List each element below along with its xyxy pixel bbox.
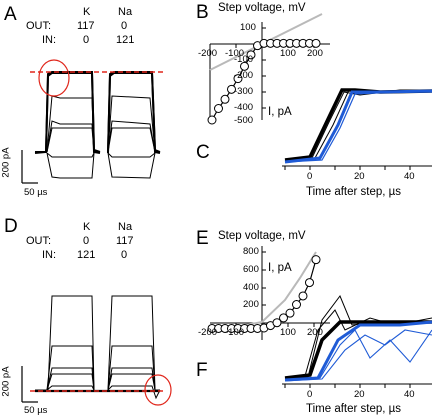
- chart-e-xtick: -100: [225, 327, 245, 338]
- iv-data-point: [279, 313, 288, 323]
- panel-c-axes: [282, 165, 432, 170]
- iv-data-point: [311, 38, 321, 48]
- scale-current-label-bottom: 200 pA: [0, 366, 12, 397]
- iv-data-point: [272, 318, 282, 328]
- col-header-k: K: [83, 221, 91, 233]
- chart-b-ytick: -200: [234, 70, 254, 81]
- chart-e-ytick: 600: [243, 264, 259, 275]
- scale-time-label-bottom: 50 µs: [24, 405, 48, 416]
- panel-e-data-series: [207, 255, 321, 333]
- chart-b-xtick: 200: [307, 48, 323, 59]
- scale-time-label-top: 50 µs: [24, 187, 48, 198]
- col-header-na: Na: [118, 221, 133, 233]
- row-label-in: IN:: [42, 249, 57, 261]
- chart-b-xtick: -200: [198, 48, 218, 59]
- panel-b-data-series: [207, 38, 321, 125]
- iv-data-point: [246, 50, 256, 60]
- chart-b-xtick: 100: [280, 48, 296, 59]
- scale-current-label-top: 200 pA: [0, 147, 12, 178]
- chart-c-xtick: 40: [404, 171, 415, 182]
- chart-e-xtick: 200: [307, 327, 323, 338]
- panel-f-traces: [284, 294, 432, 382]
- panel-label-b: B: [196, 2, 209, 23]
- chart-f-xtick: 20: [354, 389, 365, 400]
- chart-f-xtick: 40: [404, 389, 415, 400]
- out-na-value: 117: [116, 235, 134, 247]
- iv-data-point: [220, 94, 230, 104]
- in-k-value: 121: [77, 249, 96, 261]
- iv-data-point: [207, 115, 217, 125]
- chart-e-ytick: 400: [243, 282, 259, 293]
- iv-data-point: [305, 278, 314, 288]
- panel-a-highlight-circle: [38, 59, 70, 97]
- in-k-value: 0: [83, 34, 90, 46]
- iv-data-point: [227, 84, 236, 94]
- col-header-na: Na: [118, 6, 133, 18]
- chart-f-xlabel: Time after step, µs: [306, 403, 402, 415]
- chart-b-ytick: 100: [240, 22, 256, 33]
- out-na-value: 0: [121, 20, 128, 32]
- iv-data-point: [233, 74, 243, 84]
- panel-label-f: F: [196, 360, 208, 381]
- iv-data-point: [214, 104, 223, 113]
- row-label-out: OUT:: [26, 235, 52, 247]
- panel-f-axes: [282, 383, 432, 388]
- panel-c-traces: [284, 88, 432, 164]
- chart-b-xtick: -100: [225, 48, 245, 59]
- panel-e-reference-curve: [209, 251, 317, 331]
- out-k-value: 117: [77, 20, 95, 32]
- chart-b-ytick: -300: [234, 86, 254, 97]
- chart-b-title: Step voltage, mV: [218, 2, 306, 14]
- panel-label-e: E: [196, 228, 209, 249]
- chart-b-ylabel: I, pA: [268, 106, 292, 118]
- iv-data-point: [298, 291, 308, 301]
- panel-a-traces: [34, 71, 161, 179]
- iv-data-point: [240, 61, 249, 71]
- panel-label-d: D: [4, 216, 18, 237]
- iv-data-point: [311, 255, 321, 265]
- chart-e-xtick: 100: [280, 327, 296, 338]
- panel-label-c: C: [196, 142, 210, 163]
- iv-data-point: [285, 308, 295, 318]
- chart-e-ytick: 200: [243, 299, 259, 310]
- chart-e-ylabel: I, pA: [268, 262, 292, 274]
- col-header-k: K: [83, 6, 91, 18]
- in-na-value: 121: [116, 34, 135, 46]
- panel-d-traces: [35, 295, 161, 400]
- chart-e-xtick: -200: [198, 327, 218, 338]
- iv-data-point: [292, 300, 301, 310]
- chart-c-xlabel: Time after step, µs: [306, 186, 402, 198]
- chart-b-ytick: -500: [234, 115, 254, 126]
- chart-e-ytick: 800: [243, 246, 259, 257]
- row-label-in: IN:: [42, 34, 57, 46]
- panel-label-a: A: [4, 4, 17, 25]
- chart-f-xtick: 0: [307, 389, 313, 400]
- out-k-value: 0: [83, 235, 90, 247]
- row-label-out: OUT:: [26, 20, 52, 32]
- panel-d-scale-bar: [21, 366, 38, 403]
- chart-b-ytick: -100: [234, 54, 254, 65]
- chart-c-xtick: 20: [354, 171, 365, 182]
- panel-d-highlight-circle: [144, 374, 172, 406]
- chart-c-xtick: 0: [307, 171, 313, 182]
- panel-a-scale-bar: [21, 150, 38, 184]
- chart-e-title: Step voltage, mV: [218, 230, 306, 242]
- in-na-value: 0: [121, 249, 128, 261]
- chart-b-ytick: -400: [234, 102, 254, 113]
